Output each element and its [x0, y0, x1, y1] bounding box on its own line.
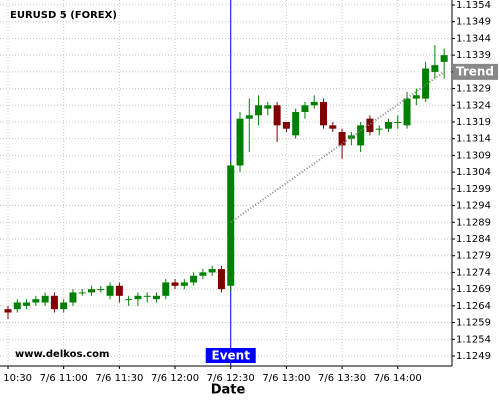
candle-body — [422, 68, 430, 99]
x-tick-label: 7/6 11:00 — [40, 373, 88, 384]
candle-body — [403, 98, 411, 126]
candle-body — [384, 122, 392, 129]
candle-body — [125, 299, 133, 301]
candle-body — [357, 125, 365, 146]
x-tick-label: 7/6 11:30 — [95, 373, 143, 384]
y-tick-label: 1.1254 — [456, 334, 491, 345]
y-tick-label: 1.1324 — [456, 100, 491, 111]
candle-body — [310, 101, 318, 106]
candle-body — [78, 292, 86, 294]
candle-body — [69, 292, 77, 303]
y-tick-label: 1.1304 — [456, 167, 491, 178]
y-tick-label: 1.1259 — [456, 318, 491, 329]
candle-body — [217, 269, 225, 290]
candle-body — [292, 111, 300, 136]
candle-body — [329, 125, 337, 129]
y-tick-label: 1.1264 — [456, 301, 491, 312]
trend-label-box — [453, 63, 498, 80]
candle-body — [301, 105, 309, 112]
candle-body — [338, 132, 346, 146]
candle-body — [32, 299, 40, 303]
candle-body — [41, 295, 49, 303]
candle-body — [88, 289, 96, 293]
candle-body — [375, 128, 383, 130]
chart-title: EURUSD 5 (FOREX) — [10, 10, 117, 21]
candle-body — [199, 272, 207, 276]
candle-body — [273, 105, 281, 126]
candle-body — [97, 289, 105, 291]
candle-body — [245, 115, 253, 119]
candle-body — [115, 285, 123, 296]
candle-body — [180, 282, 188, 286]
candle-body — [13, 302, 21, 310]
event-label: Event — [212, 349, 251, 363]
y-tick-label: 1.1269 — [456, 284, 491, 295]
marks — [4, 0, 448, 366]
y-tick-label: 1.1319 — [456, 117, 491, 128]
candle-body — [23, 302, 31, 306]
y-tick-label: 1.1289 — [456, 217, 491, 228]
x-tick-label: 7/6 10:30 — [0, 373, 32, 384]
candle-body — [394, 122, 402, 123]
y-tick-label: 1.1294 — [456, 201, 491, 212]
x-tick-label: 7/6 14:00 — [374, 373, 422, 384]
y-tick-label: 1.1274 — [456, 267, 491, 278]
candle-body — [134, 295, 142, 300]
y-tick-label: 1.1354 — [456, 0, 491, 11]
x-axis-title: Date — [211, 383, 246, 398]
candle-body — [50, 295, 58, 310]
y-tick-label: 1.1309 — [456, 150, 491, 161]
candle-body — [431, 65, 439, 72]
candle-body — [162, 282, 170, 296]
event-label-box — [205, 348, 256, 363]
candle-body — [236, 118, 244, 166]
candle-body — [208, 269, 216, 273]
candle-body — [152, 295, 160, 300]
x-tick-label: 7/6 13:00 — [262, 373, 310, 384]
x-tick-label: 7/6 12:00 — [151, 373, 199, 384]
y-tick-label: 1.1279 — [456, 251, 491, 262]
candle-body — [4, 309, 12, 313]
candle-body — [320, 101, 328, 126]
x-tick-label: 7/6 13:30 — [318, 373, 366, 384]
y-tick-label: 1.1349 — [456, 17, 491, 28]
candle-body — [227, 165, 235, 286]
y-tick-label: 1.1314 — [456, 134, 491, 145]
candle-body — [171, 282, 179, 286]
candle-body — [264, 105, 272, 109]
candle-body — [190, 275, 198, 283]
candle-body — [412, 95, 420, 99]
y-tick-label: 1.1329 — [456, 84, 491, 95]
y-tick-label: 1.1299 — [456, 184, 491, 195]
candle-body — [143, 295, 151, 297]
candle-body — [255, 105, 263, 116]
y-tick-label: 1.1339 — [456, 50, 491, 61]
candle-body — [106, 285, 114, 296]
candle-body — [60, 302, 68, 310]
x-tick-label: 7/6 12:30 — [207, 373, 255, 384]
y-tick-label: 1.1344 — [456, 33, 491, 44]
candle-body — [282, 122, 290, 129]
candle-body — [440, 55, 448, 62]
watermark: www.delkos.com — [15, 349, 109, 360]
y-tick-label: 1.1249 — [456, 351, 491, 362]
y-tick-label: 1.1284 — [456, 234, 491, 245]
candle-body — [366, 118, 374, 133]
trend-label: Trend — [456, 64, 494, 78]
